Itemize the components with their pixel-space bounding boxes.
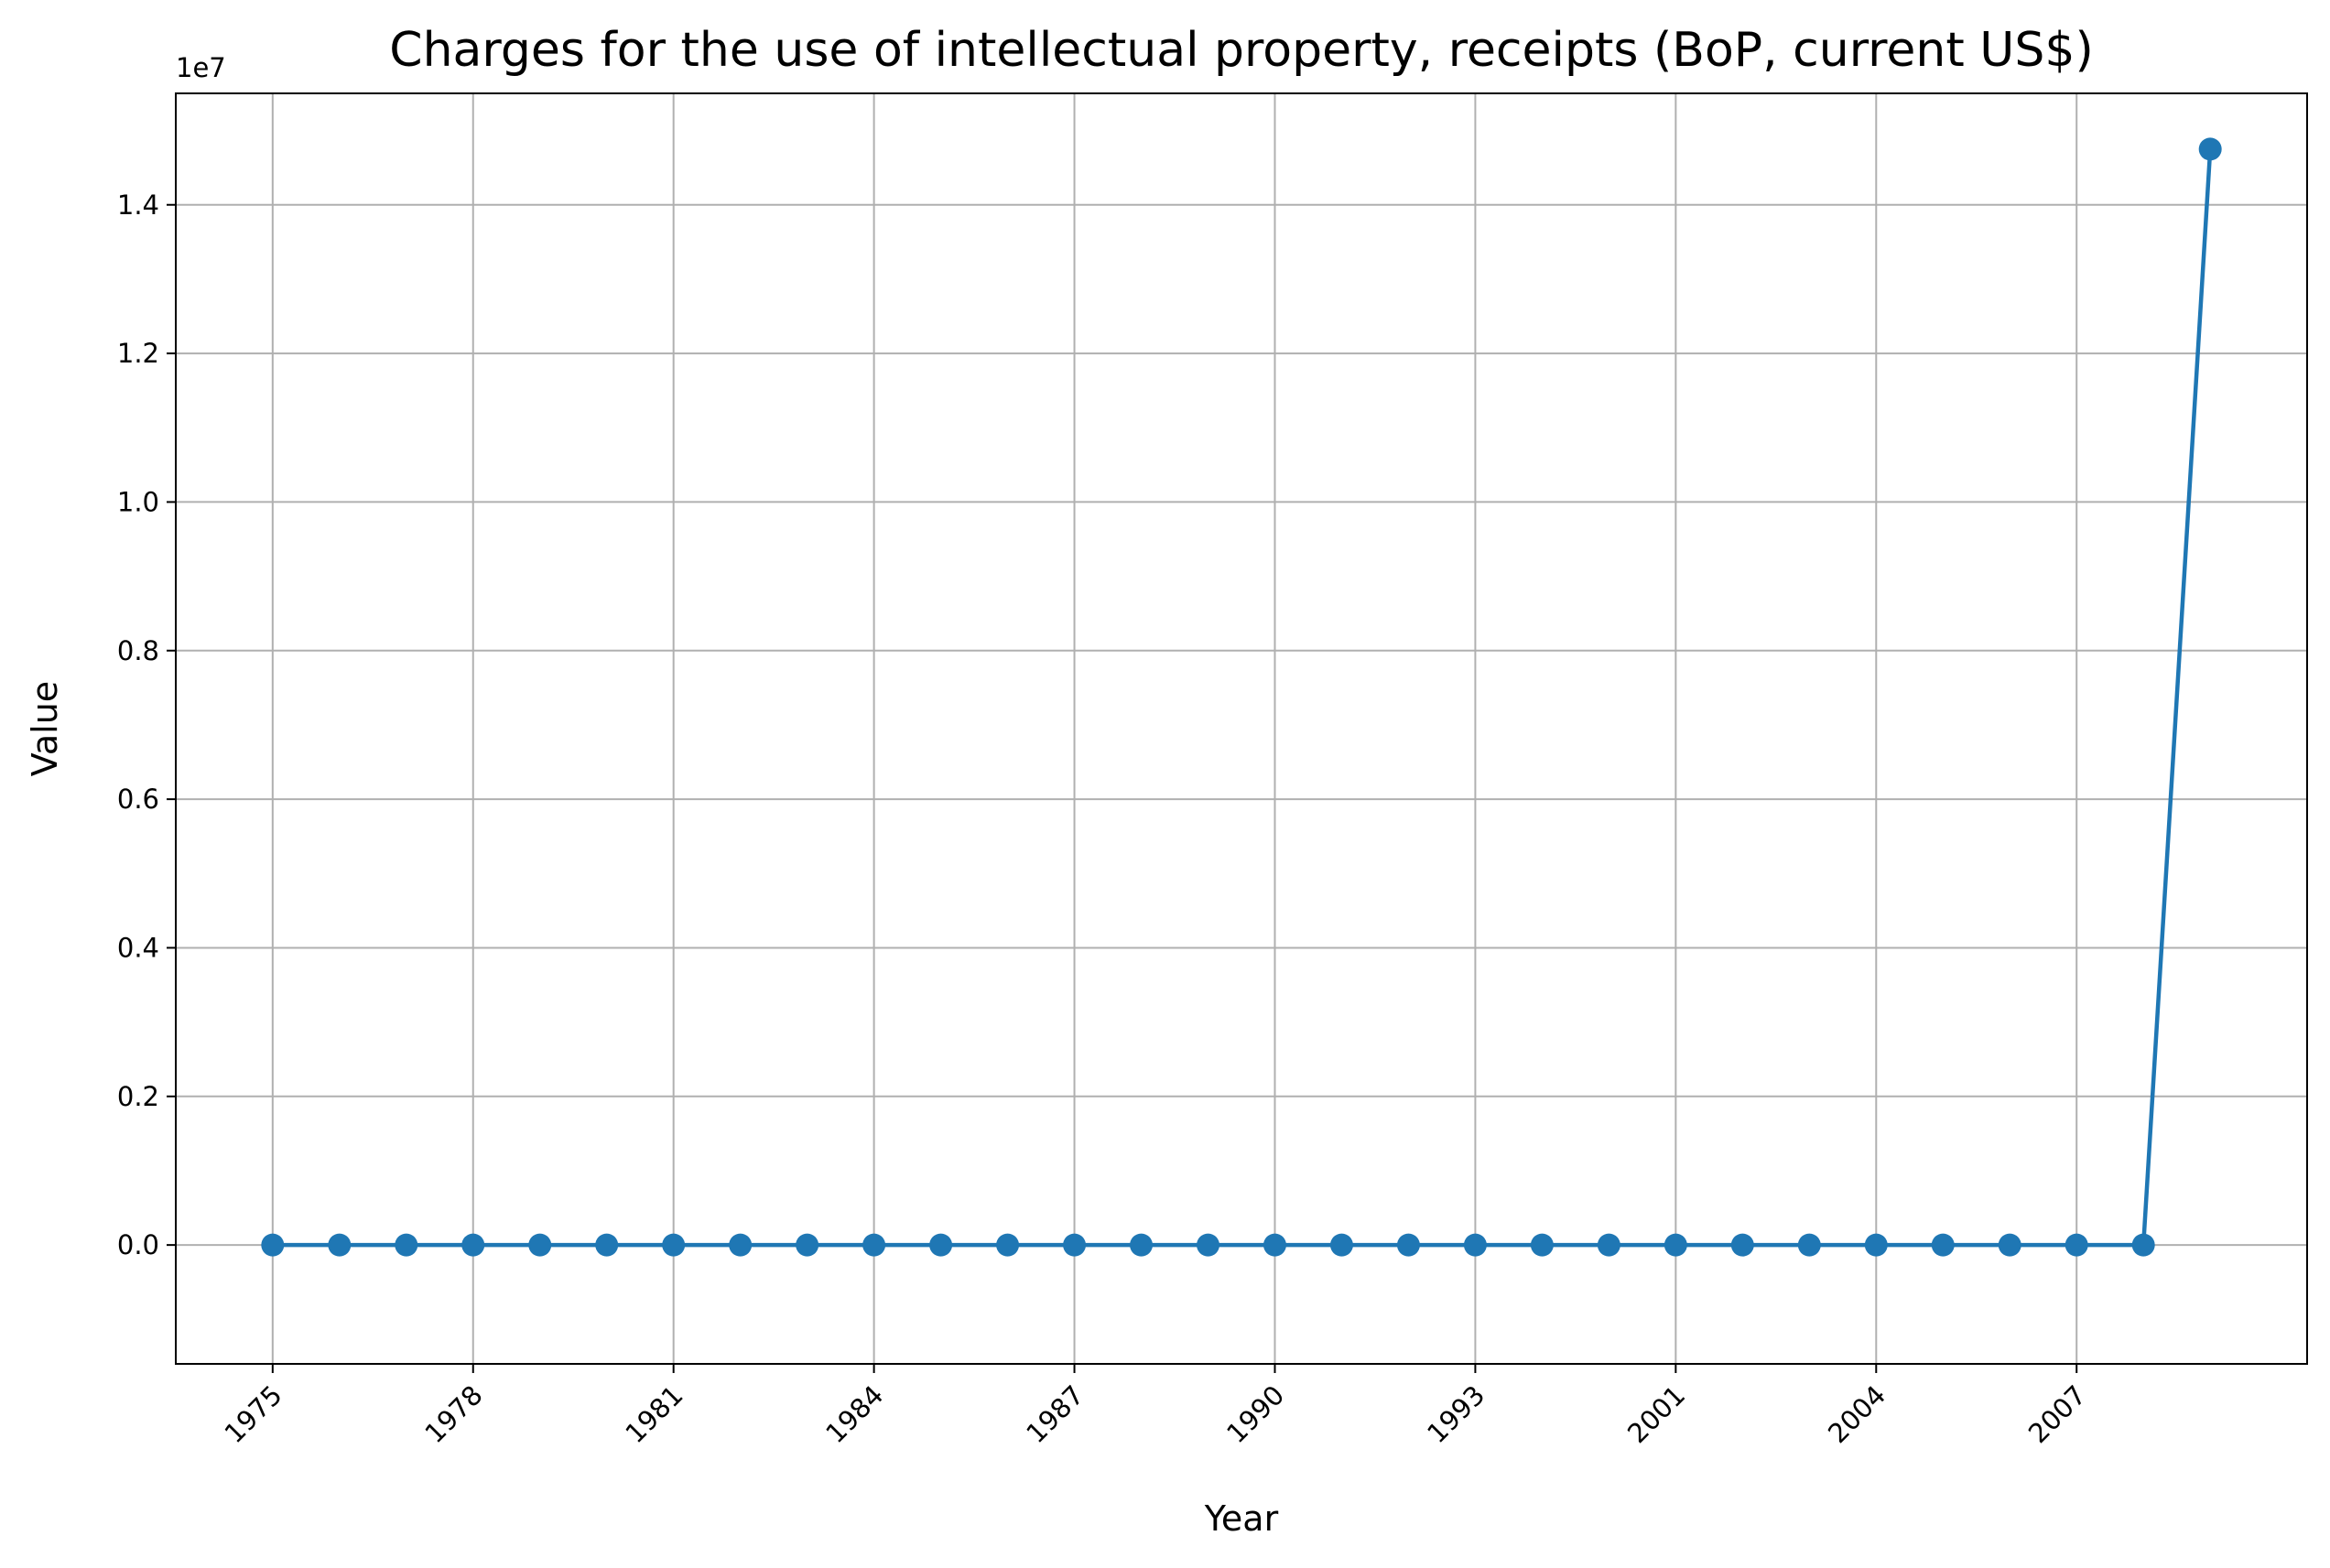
plot-frame: [175, 92, 2308, 1365]
data-point: [1130, 1233, 1154, 1257]
data-point: [1597, 1233, 1620, 1257]
grid: [176, 93, 2307, 1364]
y-tick-label: 0.0: [117, 1229, 159, 1260]
y-axis: 0.0 0.2 0.4 0.6 0.8 1.0 1.2 1.4: [117, 189, 176, 1260]
data-point: [461, 1233, 485, 1257]
y-tick-label: 1.0: [117, 486, 159, 517]
data-point: [328, 1233, 352, 1257]
y-axis-label: Value: [25, 681, 65, 776]
data-point: [2064, 1233, 2088, 1257]
y-tick-label: 0.6: [117, 784, 159, 815]
data-point: [2131, 1233, 2155, 1257]
data-point: [1197, 1233, 1220, 1257]
data-point: [1730, 1233, 1754, 1257]
data-point: [996, 1233, 1020, 1257]
data-point: [1664, 1233, 1687, 1257]
data-point: [662, 1233, 686, 1257]
x-axis-label: Year: [1204, 1498, 1279, 1539]
data-point: [595, 1233, 619, 1257]
data-point: [1998, 1233, 2021, 1257]
data-point: [1329, 1233, 1353, 1257]
y-axis-offset-label: 1e7: [176, 52, 226, 83]
data-point: [261, 1233, 285, 1257]
data-point: [929, 1233, 953, 1257]
data-point: [1396, 1233, 1420, 1257]
data-point: [729, 1233, 753, 1257]
y-tick-label: 1.2: [117, 338, 159, 369]
data-point: [1864, 1233, 1888, 1257]
data-point: [2198, 137, 2222, 161]
y-tick-label: 0.4: [117, 932, 159, 963]
data-point: [862, 1233, 886, 1257]
data-point: [1463, 1233, 1487, 1257]
data-point: [395, 1233, 418, 1257]
y-tick-label: 0.8: [117, 635, 159, 666]
data-point: [1263, 1233, 1286, 1257]
y-tick-label: 0.2: [117, 1081, 159, 1112]
data-point: [1063, 1233, 1087, 1257]
y-tick-label: 1.4: [117, 189, 159, 221]
data-point: [796, 1233, 819, 1257]
data-point: [1931, 1233, 1955, 1257]
data-point: [1530, 1233, 1554, 1257]
data-point: [1797, 1233, 1821, 1257]
data-point: [528, 1233, 552, 1257]
chart-title: Charges for the use of intellectual prop…: [389, 23, 2093, 78]
series-layer: [261, 137, 2222, 1257]
